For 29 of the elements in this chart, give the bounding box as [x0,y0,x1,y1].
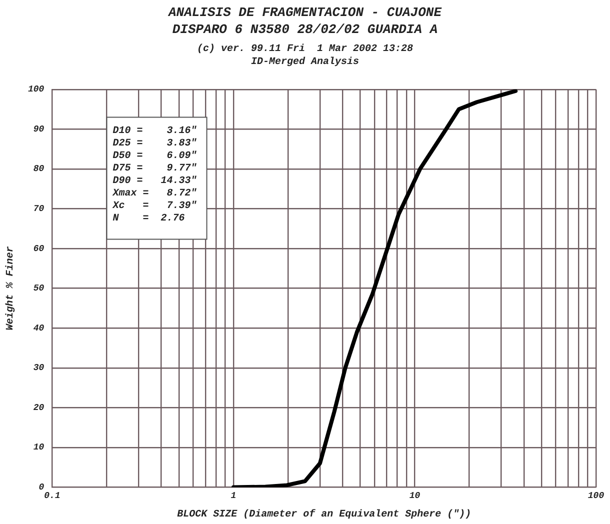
annotation: D25 = 3.83" [112,137,197,150]
x-tick-label: 1 [230,490,236,501]
x-tick-label: 10 [409,490,421,501]
annotation: D10 = 3.16" [112,124,197,137]
x-tick-label: 0.1 [44,490,60,501]
y-tick-label: 50 [33,284,45,294]
y-tick-label: 100 [28,84,45,95]
annotation: D90 = 14.33" [112,174,197,187]
y-tick-label: 30 [33,363,45,374]
annotation: N = 2.76 [112,213,185,224]
annotation: Xmax = 8.72" [112,187,197,200]
chart-subtitle: DISPARO 6 N3580 28/02/02 GUARDIA A [171,21,439,38]
y-tick-label: 10 [33,442,45,453]
y-tick-label: 70 [33,204,45,214]
y-tick-label: 60 [33,244,45,254]
text: (c) ver. 99.11 Fri 1 Mar 2002 13:28 [196,43,414,56]
y-tick-label: 90 [33,124,45,134]
text: ID-Merged Analysis [250,56,360,69]
x-tick-label: 100 [588,490,605,501]
annotation: D50 = 6.09" [112,150,197,162]
y-tick-label: 40 [33,323,45,334]
y-tick-label: 0 [38,482,45,492]
chart-title: ANALISIS DE FRAGMENTACION - CUAJONE [167,4,443,21]
y-tick-label: 80 [33,164,45,174]
y-tick-label: 20 [33,402,45,413]
annotation: Xc = 7.39" [112,200,197,212]
annotation: D75 = 9.77" [112,162,197,174]
x-axis-title: BLOCK SIZE (Diameter of an Equivalent Sphere (")) [177,508,472,521]
y-axis-title: Weight % Finer [4,246,17,330]
